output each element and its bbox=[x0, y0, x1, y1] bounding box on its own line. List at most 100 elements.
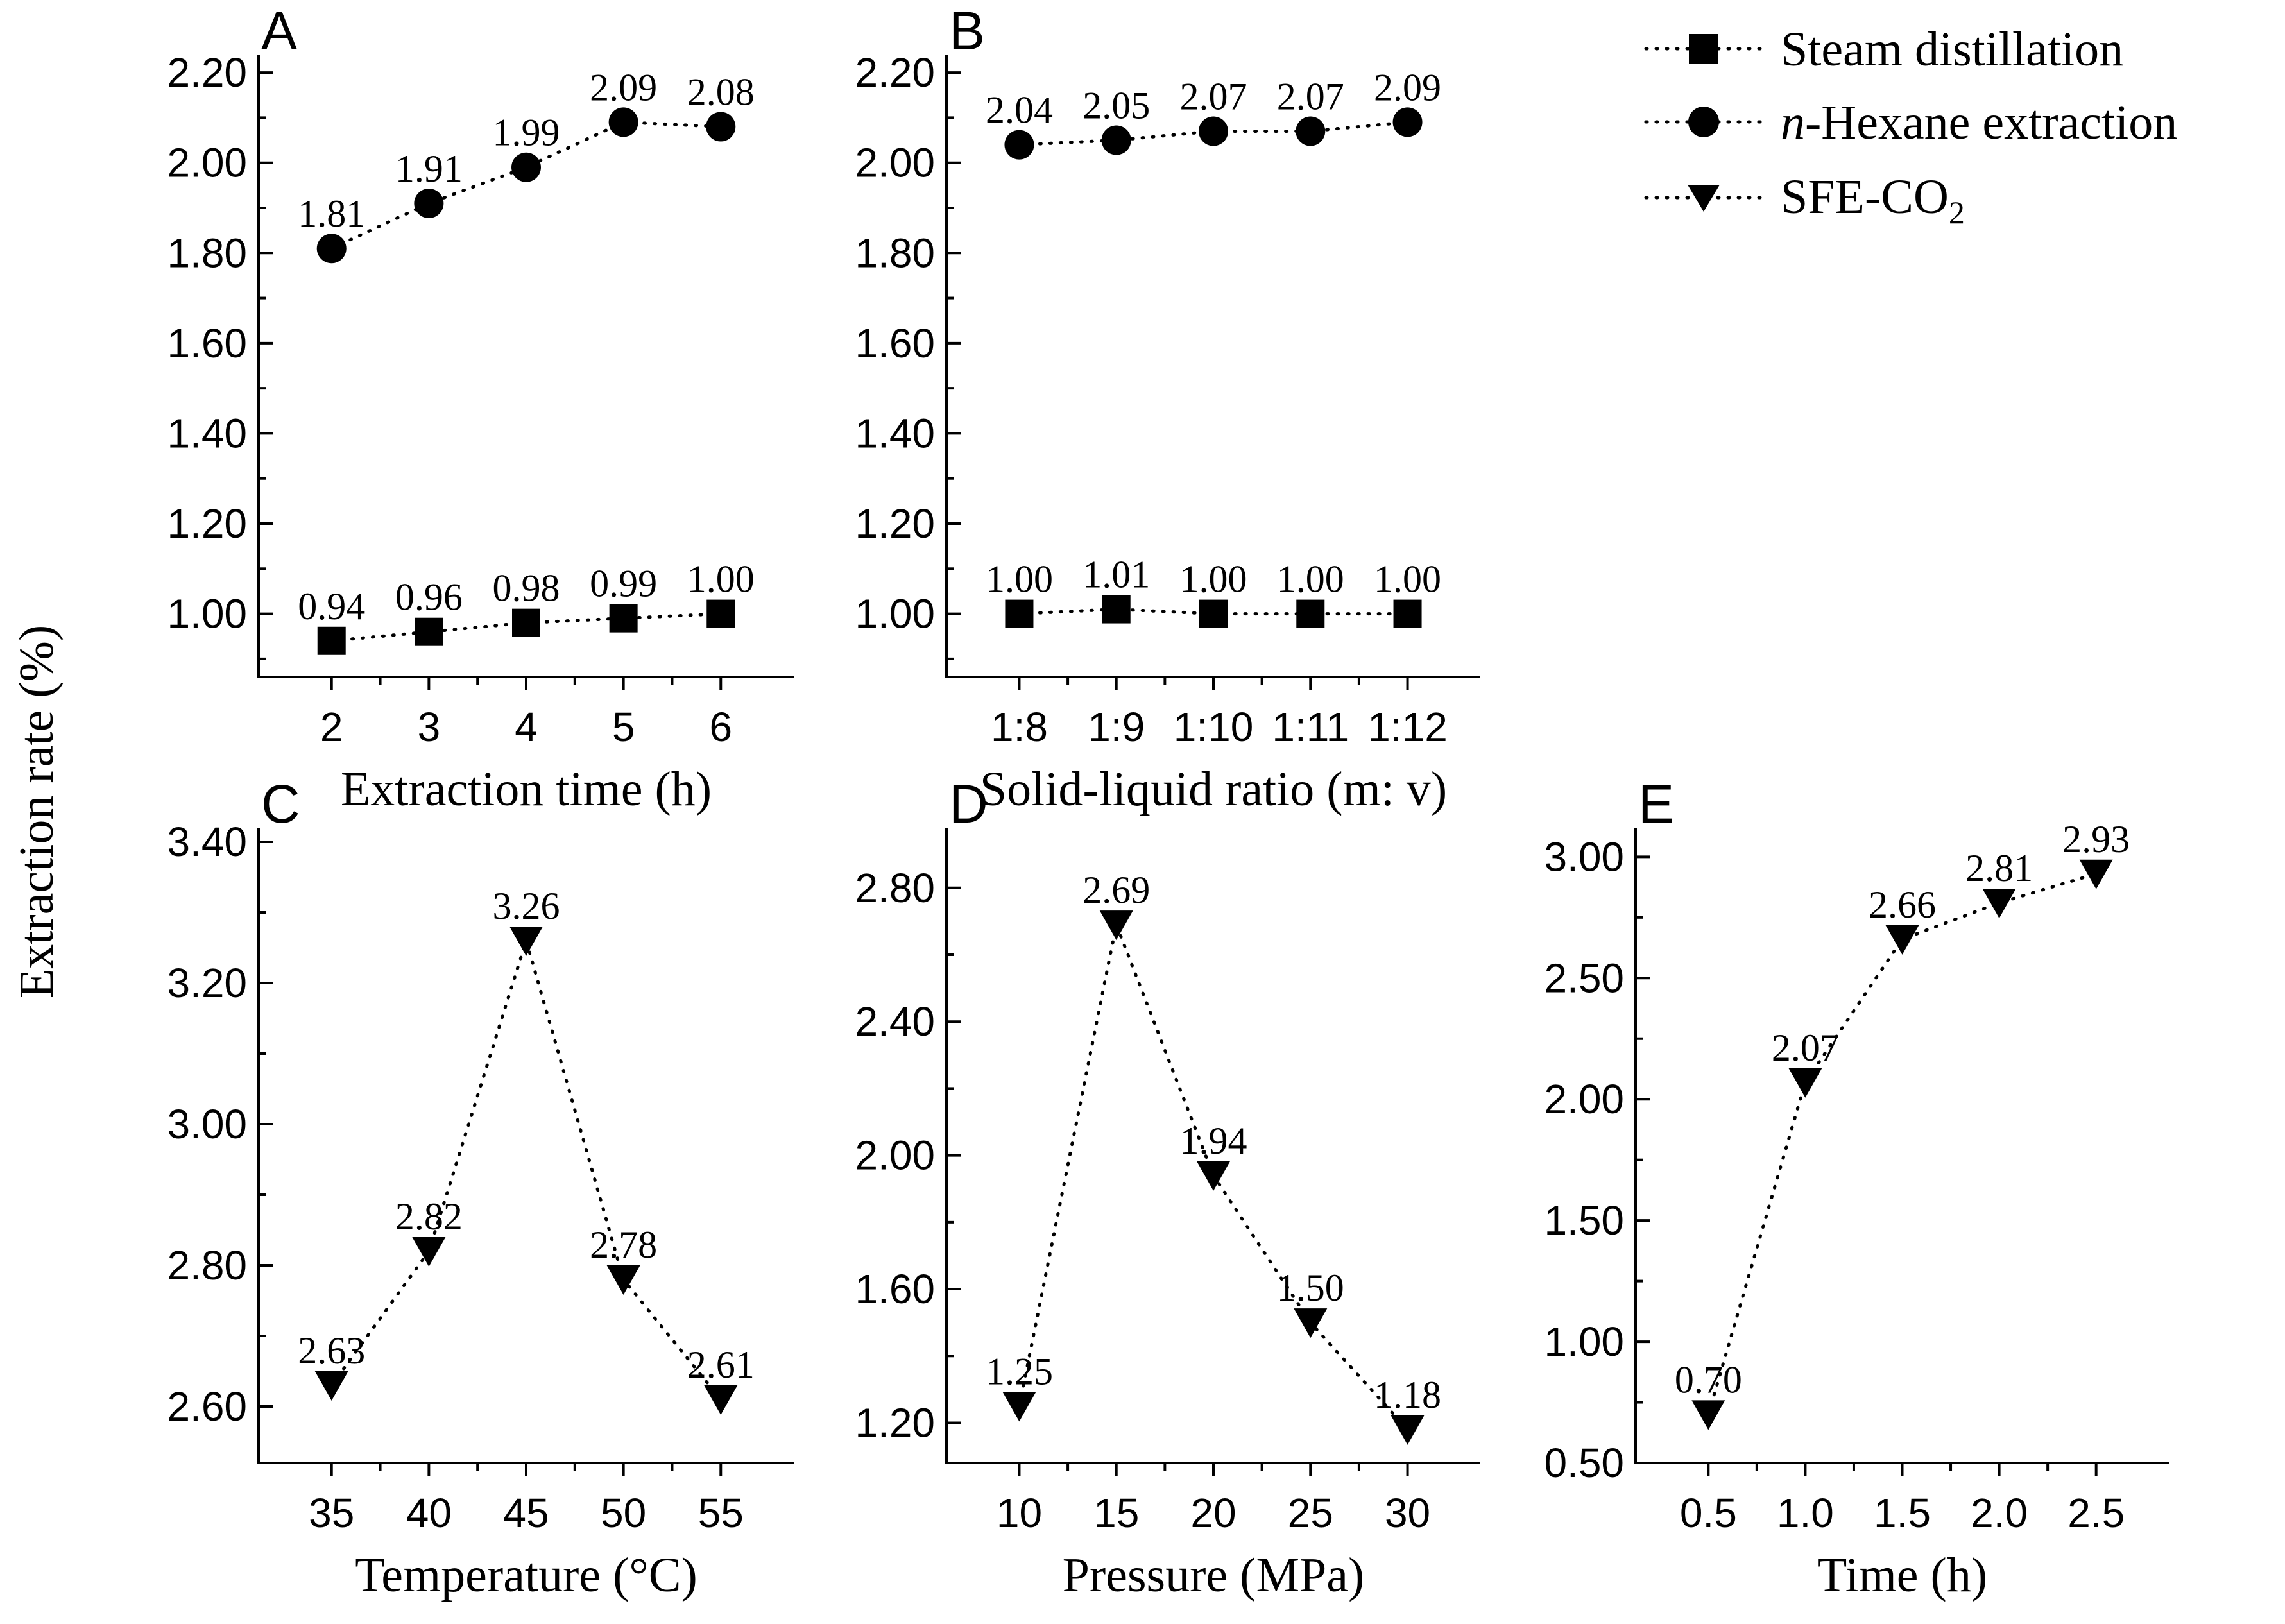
legend-label-hexane: n-Hexane extraction bbox=[1781, 96, 2177, 150]
panel-a-xtick-label: 3 bbox=[418, 704, 441, 750]
panel-e: 0.50 1.00 1.50 2.00 2.50 3.00 0.5 1.0 1.5 2.0 2.5 T… bbox=[1544, 774, 2169, 1602]
panel-c-letter: C bbox=[261, 774, 300, 834]
square-marker bbox=[317, 626, 346, 655]
panel-c-xtick-label: 40 bbox=[406, 1490, 452, 1536]
panel-d-ytick-label: 2.80 bbox=[855, 865, 935, 911]
panel-a-series-2: 1.81 1.91 1.99 2.09 2.08 bbox=[298, 66, 755, 264]
panel-d-xtick-label: 15 bbox=[1093, 1490, 1139, 1536]
panel-e-ytick-label: 2.50 bbox=[1544, 955, 1624, 1001]
panel-e-x-title: Time (h) bbox=[1817, 1548, 1987, 1602]
panel-a-xtick-label: 2 bbox=[320, 704, 343, 750]
panel-a-ytick-label: 2.20 bbox=[167, 49, 247, 96]
data-label: 1.00 bbox=[1180, 558, 1247, 601]
data-label: 2.05 bbox=[1083, 85, 1150, 127]
data-label: 2.66 bbox=[1869, 884, 1936, 926]
data-label: 1.18 bbox=[1374, 1374, 1441, 1416]
panel-a-ytick-label: 2.00 bbox=[167, 140, 247, 186]
square-marker bbox=[1199, 599, 1228, 628]
panel-a-ytick-label: 1.60 bbox=[167, 320, 247, 366]
data-label: 1.00 bbox=[687, 558, 755, 601]
data-label: 1.50 bbox=[1277, 1267, 1344, 1309]
triangle-down-marker bbox=[412, 1237, 446, 1267]
legend-entry-sfe: SFE-CO2 bbox=[1644, 170, 1965, 230]
panel-c-x-title: Temperature (°C) bbox=[355, 1548, 697, 1602]
panel-b: 1.00 1.20 1.40 1.60 1.80 2.00 2.20 1:8 1:9 1:10 1:… bbox=[855, 1, 1480, 816]
data-label: 1.25 bbox=[986, 1350, 1053, 1392]
panel-e-ytick-label: 2.00 bbox=[1544, 1076, 1624, 1122]
legend-entry-hexane: n-Hexane extraction bbox=[1644, 96, 2177, 150]
square-marker bbox=[706, 599, 735, 628]
legend-label-hexane-italic: n bbox=[1781, 96, 1805, 150]
panel-c-xtick-label: 55 bbox=[698, 1490, 744, 1536]
panel-d-ytick-label: 1.60 bbox=[855, 1266, 935, 1312]
legend-circle-marker bbox=[1688, 107, 1719, 137]
data-label: 0.94 bbox=[298, 585, 365, 628]
square-marker bbox=[415, 617, 443, 646]
panel-e-letter: E bbox=[1638, 774, 1674, 834]
panel-c-ytick-label: 3.40 bbox=[167, 819, 247, 865]
legend-label-sfe-main: SFE-CO bbox=[1781, 170, 1949, 224]
panel-d-axes bbox=[945, 828, 1480, 1464]
data-label: 1.00 bbox=[1277, 558, 1344, 601]
data-label: 2.07 bbox=[1180, 75, 1247, 117]
panel-a: 1.00 1.20 1.40 1.60 1.80 2.00 2.20 2 3 4 5 6 Extract… bbox=[167, 1, 794, 816]
triangle-down-marker bbox=[1391, 1415, 1425, 1445]
panel-e-xtick-label: 2.0 bbox=[1971, 1490, 2028, 1536]
panel-e-ytick-label: 3.00 bbox=[1544, 833, 1624, 880]
triangle-down-marker bbox=[1788, 1068, 1822, 1098]
panel-d-x-title: Pressure (MPa) bbox=[1063, 1548, 1365, 1602]
panel-a-ytick-label: 1.80 bbox=[167, 230, 247, 276]
panel-a-xtick-label: 6 bbox=[709, 704, 732, 750]
panel-c-ytick-label: 3.00 bbox=[167, 1101, 247, 1147]
y-axis-title: Extraction rate (%) bbox=[10, 625, 64, 998]
panel-c-ytick-label: 2.60 bbox=[167, 1383, 247, 1430]
circle-marker bbox=[1392, 107, 1423, 137]
panel-d-xtick-label: 30 bbox=[1385, 1490, 1430, 1536]
panel-c-series-1: 2.63 2.82 3.26 2.78 2.61 bbox=[298, 885, 755, 1415]
series-line bbox=[330, 935, 723, 1401]
circle-marker bbox=[608, 107, 638, 137]
panel-b-ytick-label: 1.20 bbox=[855, 500, 935, 547]
data-label: 1.01 bbox=[1083, 554, 1150, 596]
panel-b-ytick-label: 1.00 bbox=[855, 591, 935, 637]
legend-label-hexane-rest: -Hexane extraction bbox=[1805, 96, 2177, 150]
triangle-down-marker bbox=[1002, 1392, 1036, 1422]
circle-marker bbox=[1296, 116, 1326, 146]
data-label: 1.91 bbox=[395, 148, 463, 190]
panel-e-xtick-label: 2.5 bbox=[2067, 1490, 2125, 1536]
panel-d-xtick-label: 10 bbox=[997, 1490, 1042, 1536]
data-label: 2.78 bbox=[590, 1224, 657, 1266]
panel-b-ytick-label: 1.80 bbox=[855, 230, 935, 276]
panel-a-axes bbox=[257, 55, 794, 678]
panel-b-axes bbox=[945, 55, 1480, 678]
panel-d-letter: D bbox=[949, 774, 988, 834]
panel-e-ytick-label: 0.50 bbox=[1544, 1440, 1624, 1486]
series-line bbox=[330, 120, 723, 250]
data-label: 2.08 bbox=[687, 71, 755, 113]
panel-d-ytick-label: 2.00 bbox=[855, 1133, 935, 1179]
data-label: 2.69 bbox=[1083, 869, 1150, 911]
panel-d: 1.20 1.60 2.00 2.40 2.80 10 15 20 25 30 Pressure (… bbox=[855, 774, 1480, 1602]
data-label: 2.61 bbox=[687, 1344, 755, 1386]
legend-triangle-marker bbox=[1688, 185, 1720, 212]
panel-a-ytick-label: 1.40 bbox=[167, 410, 247, 456]
panel-e-xtick-label: 0.5 bbox=[1680, 1490, 1737, 1536]
panels: 1.001.201.401.601.802.002.202 3 4 5 6Extract… bbox=[167, 1, 2169, 1602]
triangle-down-marker bbox=[704, 1385, 738, 1415]
square-marker bbox=[512, 608, 540, 637]
series-line bbox=[1706, 872, 2098, 1416]
panel-d-xtick-label: 25 bbox=[1288, 1490, 1333, 1536]
data-label: 1.99 bbox=[493, 112, 560, 154]
legend-label-sfe-sub: 2 bbox=[1949, 194, 1965, 230]
data-label: 3.26 bbox=[493, 885, 560, 927]
square-marker bbox=[1393, 599, 1422, 628]
panel-e-ytick-label: 1.00 bbox=[1544, 1319, 1624, 1365]
circle-marker bbox=[1199, 116, 1228, 146]
panel-b-xtick-label: 1:12 bbox=[1367, 704, 1448, 750]
data-label: 2.07 bbox=[1772, 1027, 1839, 1069]
panel-b-ytick-label: 1.40 bbox=[855, 410, 935, 456]
circle-marker bbox=[414, 188, 444, 218]
panel-b-ytick-label: 2.00 bbox=[855, 140, 935, 186]
data-label: 1.00 bbox=[986, 558, 1053, 601]
